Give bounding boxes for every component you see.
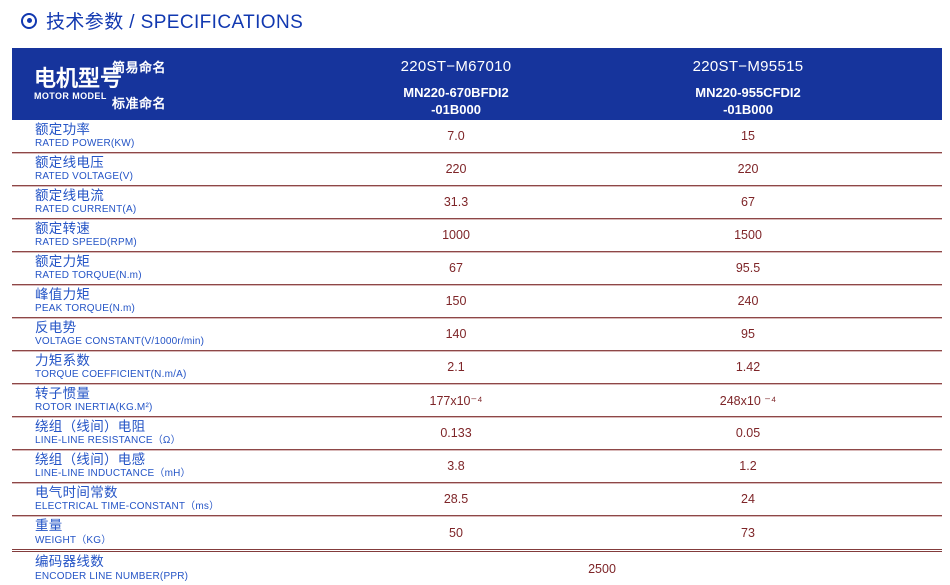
row-label-en: LINE-LINE RESISTANCE（Ω） xyxy=(35,435,181,447)
value-model2: 240 xyxy=(737,294,759,308)
row-label-cell: 额定功率 RATED POWER(KW) xyxy=(12,121,310,150)
value-model1: 177x10⁻⁴ xyxy=(429,393,483,408)
value-model1: 140 xyxy=(445,327,467,341)
row-label-en: ENCODER LINE NUMBER(PPR) xyxy=(35,570,189,582)
row-label-cell: 力矩系数 TORQUE COEFFICIENT(N.m/A) xyxy=(12,352,310,381)
value-model2: 95 xyxy=(741,327,755,341)
value-model1: 50 xyxy=(449,525,463,540)
row-label-zh: 额定线电流 xyxy=(35,187,104,203)
spec-row: 额定力矩 RATED TORQUE(N.m) 67 95.5 xyxy=(12,252,942,285)
bullet-circle-icon xyxy=(21,12,37,29)
row-label-zh: 编码器线数 xyxy=(35,554,104,570)
row-label-en: PEAK TORQUE(N.m) xyxy=(35,303,136,315)
value-model1: 7.0 xyxy=(447,129,465,143)
row-label-zh: 额定功率 xyxy=(35,121,91,137)
row-label-cell: 编码器线数 ENCODER LINE NUMBER(PPR) xyxy=(12,554,310,582)
row-label-zh: 重量 xyxy=(35,518,63,534)
row-label-en: RATED CURRENT(A) xyxy=(35,204,137,216)
value-model2: 248x10 ⁻⁴ xyxy=(719,393,777,408)
spec-row: 额定功率 RATED POWER(KW) 7.0 15 xyxy=(12,120,942,153)
row-label-cell: 峰值力矩 PEAK TORQUE(N.m) xyxy=(12,286,310,315)
value-model2: 1.2 xyxy=(739,459,757,473)
row-label-en: VOLTAGE CONSTANT(V/1000r/min) xyxy=(35,336,205,348)
spec-row: 额定线电流 RATED CURRENT(A) 31.3 67 xyxy=(12,186,942,219)
value-model1: 220 xyxy=(445,162,467,176)
row-label-cell: 额定线电压 RATED VOLTAGE(V) xyxy=(12,154,310,183)
motor-model-cell: 电机型号 MOTOR MODEL xyxy=(12,48,123,120)
row-label-en: LINE-LINE INDUCTANCE（mH） xyxy=(35,468,191,480)
row-label-cell: 额定力矩 RATED TORQUE(N.m) xyxy=(12,253,310,282)
value-model1: 2.1 xyxy=(447,360,465,374)
spec-row: 力矩系数 TORQUE COEFFICIENT(N.m/A) 2.1 1.42 xyxy=(12,351,942,384)
row-label-zh: 额定转速 xyxy=(35,220,91,236)
row-label-zh: 力矩系数 xyxy=(35,352,91,368)
row-label-zh: 反电势 xyxy=(35,319,77,335)
spec-row: 转子惯量 ROTOR INERTIA(KG.M²) 177x10⁻⁴ 248x1… xyxy=(12,384,942,417)
row-label-zh: 电气时间常数 xyxy=(35,484,118,500)
row-label-cell: 绕组（线间）电感 LINE-LINE INDUCTANCE（mH） xyxy=(12,451,310,480)
spec-row: 编码器线数 ENCODER LINE NUMBER(PPR) 2500 xyxy=(12,552,942,585)
row-label-zh: 额定力矩 xyxy=(35,253,91,269)
section-title: 技术参数 / SPECIFICATIONS xyxy=(0,0,950,33)
row-label-en: ELECTRICAL TIME-CONSTANT（ms） xyxy=(35,501,220,513)
model2-standard-name: MN220-955CFDI2 -01B000 xyxy=(695,85,801,117)
value-model1: 31.3 xyxy=(443,195,469,209)
spec-row: 反电势 VOLTAGE CONSTANT(V/1000r/min) 140 95 xyxy=(12,318,942,351)
row-label-cell: 额定线电流 RATED CURRENT(A) xyxy=(12,187,310,216)
table-header: 电机型号 MOTOR MODEL 简易命名 标准命名 220ST−M67010 … xyxy=(12,48,942,120)
table-body: 额定功率 RATED POWER(KW) 7.0 15 额定线电压 RATED … xyxy=(12,120,942,585)
value-model1: 2500 xyxy=(588,561,616,576)
value-model2: 73 xyxy=(741,525,755,540)
model1-standard-name: MN220-670BFDI2 -01B000 xyxy=(403,85,509,117)
row-label-en: RATED TORQUE(N.m) xyxy=(35,270,142,282)
value-model2: 95.5 xyxy=(735,261,761,275)
value-model1: 1000 xyxy=(442,228,470,242)
value-model2: 1.42 xyxy=(735,360,761,374)
motor-model-label-zh: 电机型号 xyxy=(34,65,123,91)
specifications-table: 电机型号 MOTOR MODEL 简易命名 标准命名 220ST−M67010 … xyxy=(12,48,942,585)
value-model1: 3.8 xyxy=(447,459,465,473)
row-label-en: RATED SPEED(RPM) xyxy=(35,237,137,249)
spec-row: 电气时间常数 ELECTRICAL TIME-CONSTANT（ms） 28.5… xyxy=(12,483,942,516)
spec-row: 额定转速 RATED SPEED(RPM) 1000 1500 xyxy=(12,219,942,252)
row-label-cell: 电气时间常数 ELECTRICAL TIME-CONSTANT（ms） xyxy=(12,484,310,513)
model2-simple-name: 220ST−M95515 xyxy=(692,57,804,75)
row-label-en: WEIGHT（KG） xyxy=(35,534,112,546)
value-model2: 1500 xyxy=(734,228,762,242)
simple-name-label: 简易命名 xyxy=(112,59,167,75)
value-model2: 24 xyxy=(741,492,755,506)
value-model1: 67 xyxy=(449,261,463,275)
row-label-zh: 额定线电压 xyxy=(35,154,104,170)
row-label-en: RATED POWER(KW) xyxy=(35,138,135,150)
row-label-zh: 绕组（线间）电阻 xyxy=(35,418,146,434)
row-label-cell: 转子惯量 ROTOR INERTIA(KG.M²) xyxy=(12,385,310,414)
row-label-en: TORQUE COEFFICIENT(N.m/A) xyxy=(35,369,187,381)
model1-simple-name: 220ST−M67010 xyxy=(400,57,512,75)
motor-model-label-en: MOTOR MODEL xyxy=(34,91,107,102)
row-label-cell: 额定转速 RATED SPEED(RPM) xyxy=(12,220,310,249)
value-model2: 0.05 xyxy=(735,426,761,440)
value-model2: 15 xyxy=(741,129,755,143)
spec-row: 绕组（线间）电阻 LINE-LINE RESISTANCE（Ω） 0.133 0… xyxy=(12,417,942,450)
spec-row: 重量 WEIGHT（KG） 50 73 xyxy=(12,516,942,552)
value-model2: 220 xyxy=(737,162,759,176)
row-label-en: RATED VOLTAGE(V) xyxy=(35,171,134,183)
row-label-cell: 重量 WEIGHT（KG） xyxy=(12,518,310,546)
row-label-cell: 绕组（线间）电阻 LINE-LINE RESISTANCE（Ω） xyxy=(12,418,310,447)
row-label-zh: 转子惯量 xyxy=(35,385,91,401)
value-model2: 67 xyxy=(741,195,755,209)
row-label-zh: 峰值力矩 xyxy=(35,286,91,302)
spec-row: 峰值力矩 PEAK TORQUE(N.m) 150 240 xyxy=(12,285,942,318)
value-model1: 150 xyxy=(445,294,467,308)
value-model1: 0.133 xyxy=(440,426,472,440)
page-title: 技术参数 / SPECIFICATIONS xyxy=(46,12,304,33)
row-label-en: ROTOR INERTIA(KG.M²) xyxy=(35,402,153,414)
standard-name-label: 标准命名 xyxy=(112,95,167,111)
spec-row: 额定线电压 RATED VOLTAGE(V) 220 220 xyxy=(12,153,942,186)
row-label-zh: 绕组（线间）电感 xyxy=(35,451,146,467)
value-model1: 28.5 xyxy=(443,492,469,506)
row-label-cell: 反电势 VOLTAGE CONSTANT(V/1000r/min) xyxy=(12,319,310,348)
spec-row: 绕组（线间）电感 LINE-LINE INDUCTANCE（mH） 3.8 1.… xyxy=(12,450,942,483)
